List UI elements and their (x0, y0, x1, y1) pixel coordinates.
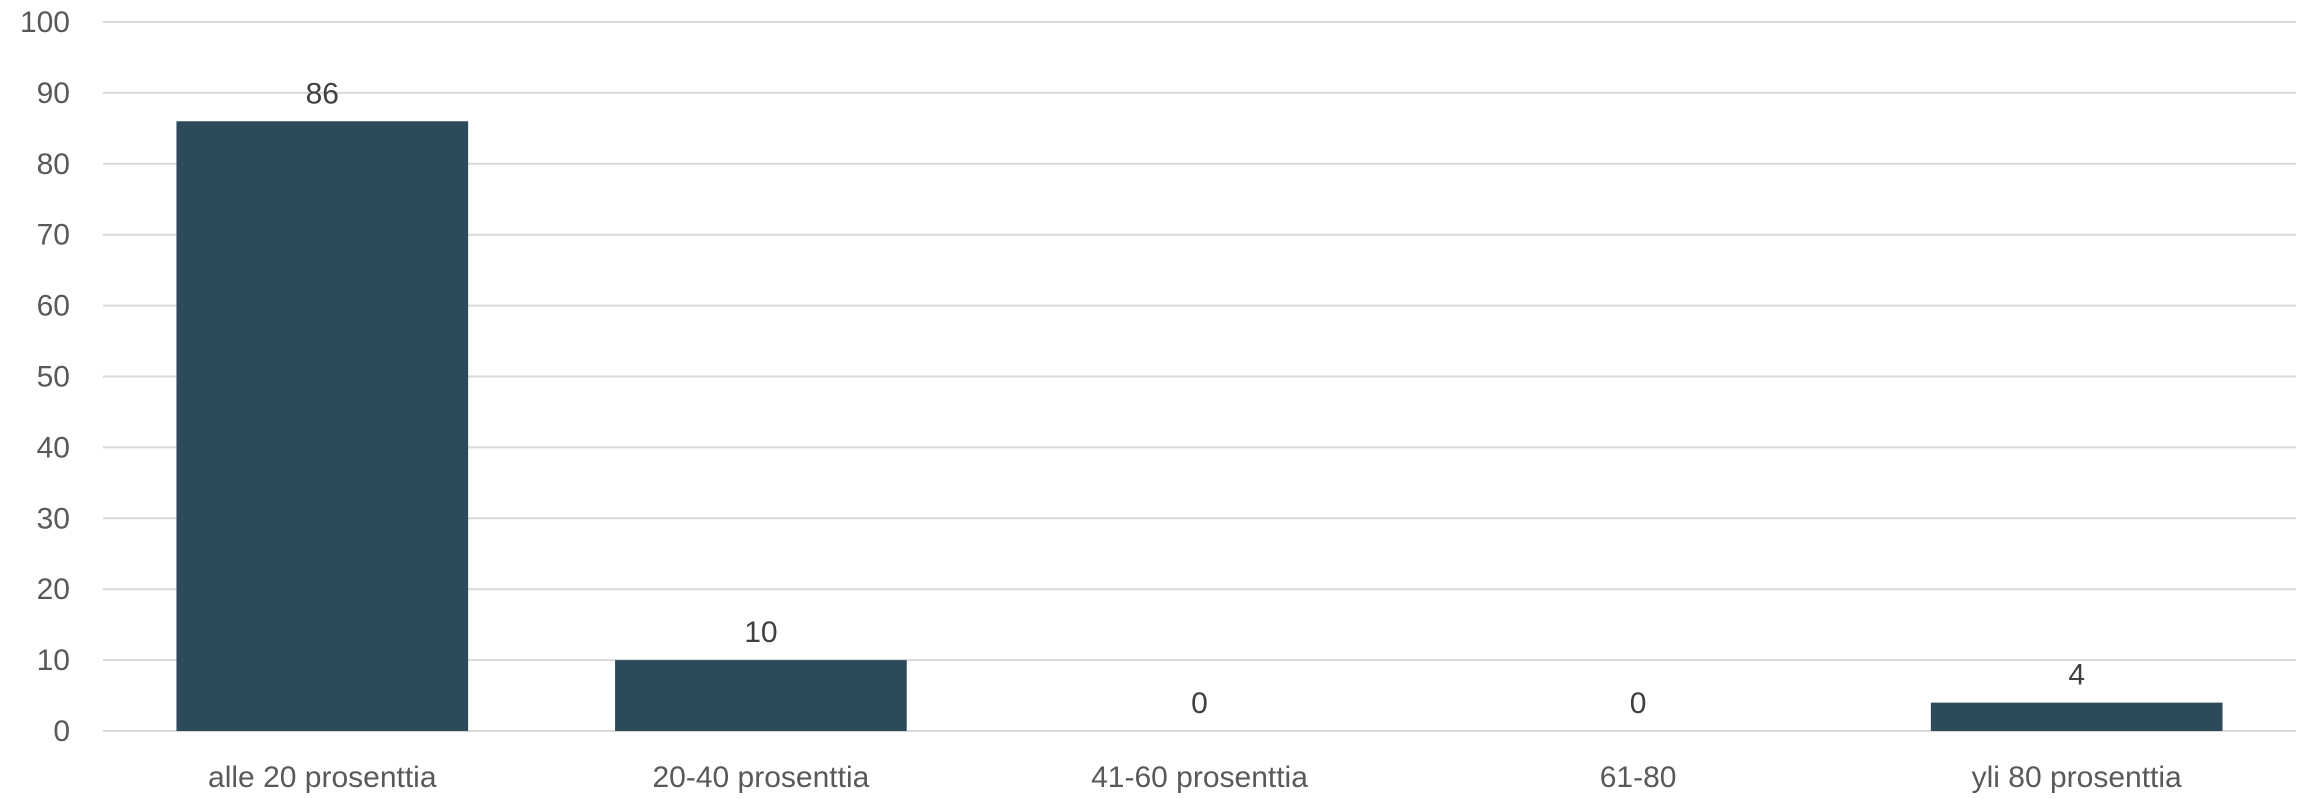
y-tick-label: 90 (37, 77, 70, 110)
y-tick-label: 40 (37, 431, 70, 464)
x-tick-label: yli 80 prosenttia (1972, 761, 2182, 794)
x-tick-label: 41-60 prosenttia (1091, 761, 1308, 794)
y-tick-label: 100 (20, 6, 70, 39)
y-tick-label: 30 (37, 502, 70, 535)
data-label: 4 (2068, 659, 2085, 692)
data-label: 10 (744, 616, 777, 649)
bar (176, 121, 469, 731)
x-tick-label: 20-40 prosenttia (652, 761, 869, 794)
y-tick-label: 60 (37, 290, 70, 323)
y-tick-label: 70 (37, 219, 70, 252)
bars (176, 121, 2223, 731)
y-tick-label: 20 (37, 573, 70, 606)
gridlines (103, 21, 2296, 732)
y-tick-label: 80 (37, 148, 70, 181)
x-tick-label: 61-80 (1600, 761, 1677, 794)
data-label: 0 (1630, 687, 1647, 720)
bar (615, 660, 907, 731)
data-label: 86 (306, 77, 339, 110)
y-axis-ticks: 0 10 20 30 40 50 60 70 80 90 100 (20, 6, 70, 748)
x-axis-ticks: alle 20 prosenttia 20-40 prosenttia 41-60 … (208, 761, 2182, 794)
x-tick-label: alle 20 prosenttia (208, 761, 437, 794)
y-tick-label: 50 (37, 361, 70, 394)
data-label: 0 (1191, 687, 1208, 720)
y-tick-label: 0 (53, 715, 70, 748)
bar (1930, 702, 2223, 731)
data-labels: 86 10 0 0 4 (306, 77, 2085, 720)
y-tick-label: 10 (37, 644, 70, 677)
